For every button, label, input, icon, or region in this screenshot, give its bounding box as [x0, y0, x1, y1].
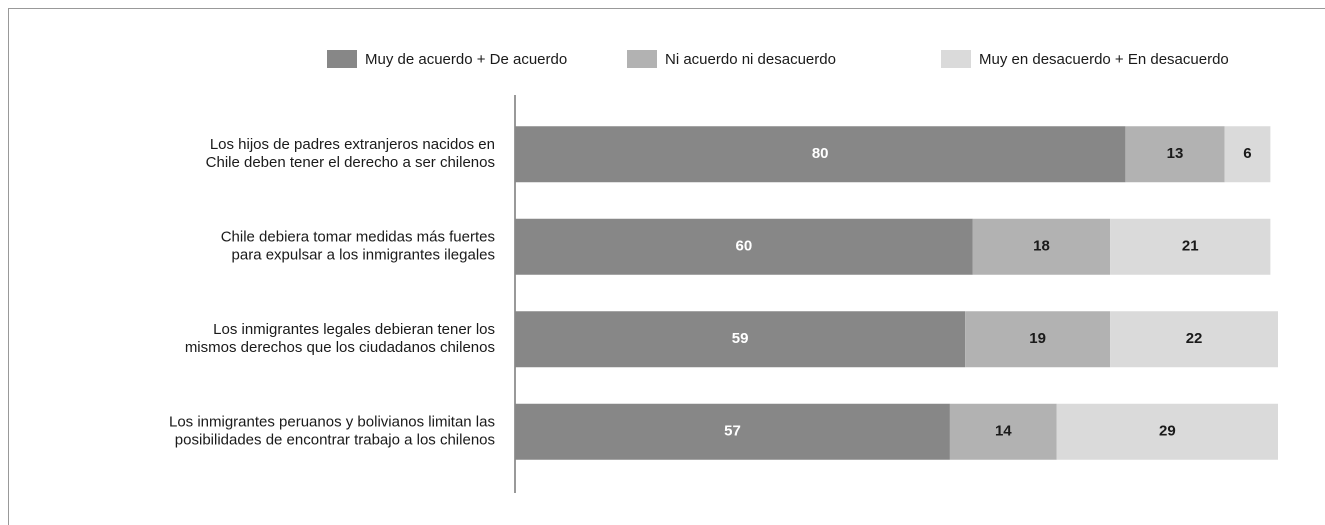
bar-segment	[1125, 126, 1225, 183]
bar-segment	[515, 311, 966, 368]
value-label: 59	[732, 330, 749, 347]
bar-segment	[515, 218, 973, 275]
value-label: 60	[736, 238, 753, 255]
category-label: mismos derechos que los ciudadanos chile…	[185, 339, 495, 356]
category-label: para expulsar a los inmigrantes ilegales	[232, 247, 495, 264]
legend-label: Ni acuerdo ni desacuerdo	[665, 51, 836, 68]
legend-swatch	[941, 50, 971, 68]
value-label: 18	[1033, 238, 1050, 255]
value-label: 22	[1186, 330, 1203, 347]
bar-segment	[965, 311, 1111, 368]
bar-segment	[1110, 218, 1271, 275]
bar-segment	[949, 403, 1057, 460]
category-label: Chile deben tener el derecho a ser chile…	[206, 154, 495, 171]
category-label: Los inmigrantes peruanos y bolivianos li…	[169, 414, 495, 431]
value-label: 14	[995, 423, 1012, 440]
value-label: 80	[812, 145, 829, 162]
value-label: 13	[1167, 145, 1184, 162]
category-label: Chile debiera tomar medidas más fuertes	[221, 229, 495, 246]
value-label: 57	[724, 423, 741, 440]
value-label: 6	[1243, 145, 1251, 162]
legend-swatch	[327, 50, 357, 68]
legend-swatch	[627, 50, 657, 68]
value-label: 19	[1029, 330, 1046, 347]
legend-label: Muy de acuerdo + De acuerdo	[365, 51, 567, 68]
legend-label: Muy en desacuerdo + En desacuerdo	[979, 51, 1229, 68]
bar-segment	[972, 218, 1111, 275]
bar-segment	[515, 126, 1126, 183]
frame	[8, 8, 1325, 525]
bar-segment	[1110, 311, 1278, 368]
value-label: 29	[1159, 423, 1176, 440]
category-label: posibilidades de encontrar trabajo a los…	[175, 432, 495, 449]
category-label: Los hijos de padres extranjeros nacidos …	[210, 136, 495, 153]
bar-segment	[1224, 126, 1271, 183]
category-label: Los inmigrantes legales debieran tener l…	[213, 321, 495, 338]
bar-segment	[515, 403, 950, 460]
bar-segment	[1056, 403, 1278, 460]
value-label: 21	[1182, 238, 1199, 255]
